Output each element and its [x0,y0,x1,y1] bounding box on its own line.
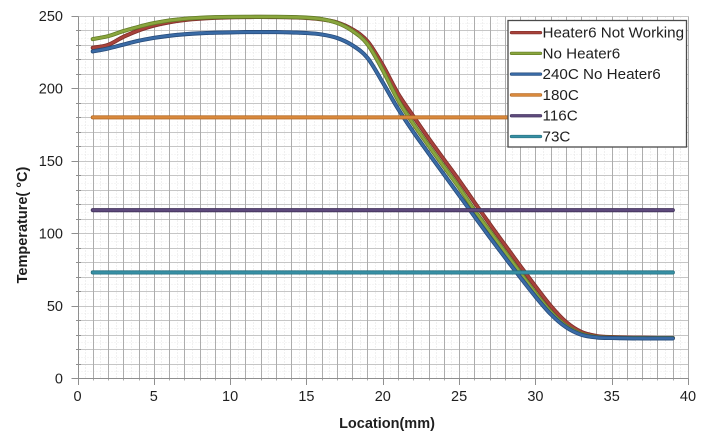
svg-text:200: 200 [39,81,63,97]
svg-text:35: 35 [604,389,620,405]
svg-text:40: 40 [680,389,696,405]
svg-text:Temperature( °C): Temperature( °C) [15,166,31,283]
svg-text:73C: 73C [543,129,571,146]
svg-text:20: 20 [375,389,391,405]
svg-text:10: 10 [222,389,238,405]
svg-text:0: 0 [73,389,81,405]
svg-text:180C: 180C [543,87,579,104]
svg-text:240C No Heater6: 240C No Heater6 [543,66,661,83]
svg-text:250: 250 [39,9,63,25]
svg-text:0: 0 [55,371,63,387]
svg-text:100: 100 [39,226,63,242]
svg-text:5: 5 [150,389,158,405]
svg-text:15: 15 [298,389,314,405]
svg-text:30: 30 [527,389,543,405]
svg-text:Location(mm): Location(mm) [339,416,435,432]
svg-text:No Heater6: No Heater6 [543,45,621,62]
svg-text:150: 150 [39,154,63,170]
svg-text:Heater6 Not Working: Heater6 Not Working [543,25,685,42]
svg-text:116C: 116C [543,108,578,125]
svg-text:50: 50 [47,299,63,315]
svg-text:25: 25 [451,389,467,405]
